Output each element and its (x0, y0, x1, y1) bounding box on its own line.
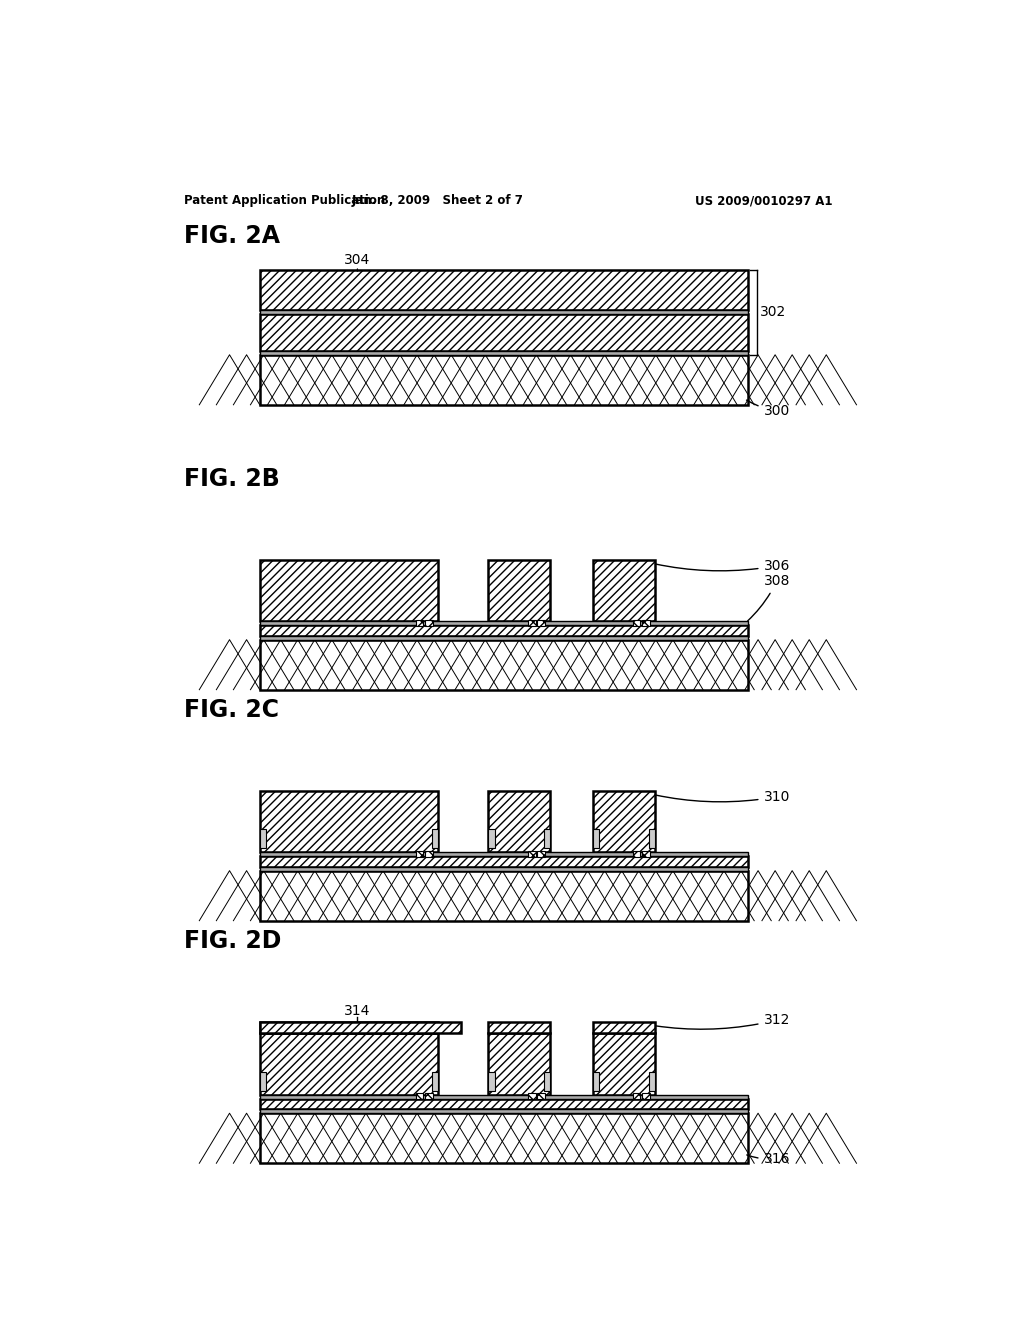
Bar (260, 855, 748, 867)
Bar (633, 850, 640, 857)
Bar (260, 1034, 438, 1094)
Bar (260, 1109, 748, 1113)
Bar (538, 619, 545, 626)
Bar (260, 271, 748, 310)
Bar (425, 850, 432, 857)
Bar (649, 1072, 655, 1090)
Bar (488, 829, 495, 849)
Text: 308: 308 (748, 574, 790, 620)
Bar (260, 314, 748, 351)
Bar (538, 1093, 545, 1100)
Bar (260, 829, 266, 849)
Bar (528, 619, 536, 626)
Bar (260, 626, 748, 636)
Bar (416, 619, 423, 626)
Bar (260, 1022, 461, 1034)
Bar (425, 619, 432, 626)
Bar (260, 310, 748, 314)
Bar (260, 351, 748, 355)
Bar (488, 560, 550, 622)
Text: 302: 302 (761, 305, 786, 319)
Bar (488, 1034, 550, 1094)
Bar (416, 1093, 423, 1100)
Bar (642, 850, 649, 857)
Text: US 2009/0010297 A1: US 2009/0010297 A1 (694, 194, 833, 207)
Bar (528, 1093, 536, 1100)
Text: 310: 310 (655, 789, 790, 804)
Bar (488, 1022, 550, 1034)
Bar (432, 1072, 438, 1090)
Bar (260, 1022, 438, 1034)
Bar (593, 791, 655, 853)
Bar (260, 1098, 748, 1109)
Bar (425, 1093, 432, 1100)
Bar (260, 636, 748, 640)
Bar (593, 1022, 655, 1034)
Bar (260, 560, 438, 622)
Bar (633, 619, 640, 626)
Text: Jan. 8, 2009   Sheet 2 of 7: Jan. 8, 2009 Sheet 2 of 7 (352, 194, 524, 207)
Bar (260, 640, 748, 689)
Text: 316: 316 (746, 1152, 790, 1167)
Bar (488, 791, 550, 853)
Bar (593, 560, 655, 622)
Bar (260, 867, 748, 871)
Bar (260, 355, 748, 405)
Text: FIG. 2A: FIG. 2A (183, 224, 280, 248)
Bar (260, 853, 748, 855)
Bar (544, 1072, 550, 1090)
Bar (649, 829, 655, 849)
Bar (260, 1094, 748, 1098)
Bar (432, 829, 438, 849)
Bar (260, 622, 748, 626)
Bar (593, 1034, 655, 1094)
Bar (260, 791, 438, 853)
Bar (633, 1093, 640, 1100)
Bar (260, 1113, 748, 1163)
Bar (488, 1072, 495, 1090)
Bar (416, 850, 423, 857)
Bar (642, 619, 649, 626)
Text: FIG. 2B: FIG. 2B (183, 467, 280, 491)
Text: 304: 304 (344, 253, 371, 267)
Bar (642, 1093, 649, 1100)
Text: FIG. 2C: FIG. 2C (183, 698, 279, 722)
Bar (544, 829, 550, 849)
Text: 314: 314 (344, 1005, 371, 1019)
Text: 312: 312 (655, 1012, 790, 1030)
Bar (538, 850, 545, 857)
Text: Patent Application Publication: Patent Application Publication (183, 194, 385, 207)
Bar (593, 1072, 599, 1090)
Bar (260, 871, 748, 921)
Text: 306: 306 (655, 558, 790, 573)
Bar (528, 850, 536, 857)
Text: 300: 300 (746, 400, 790, 418)
Bar (593, 829, 599, 849)
Bar (260, 1072, 266, 1090)
Text: FIG. 2D: FIG. 2D (183, 929, 282, 953)
